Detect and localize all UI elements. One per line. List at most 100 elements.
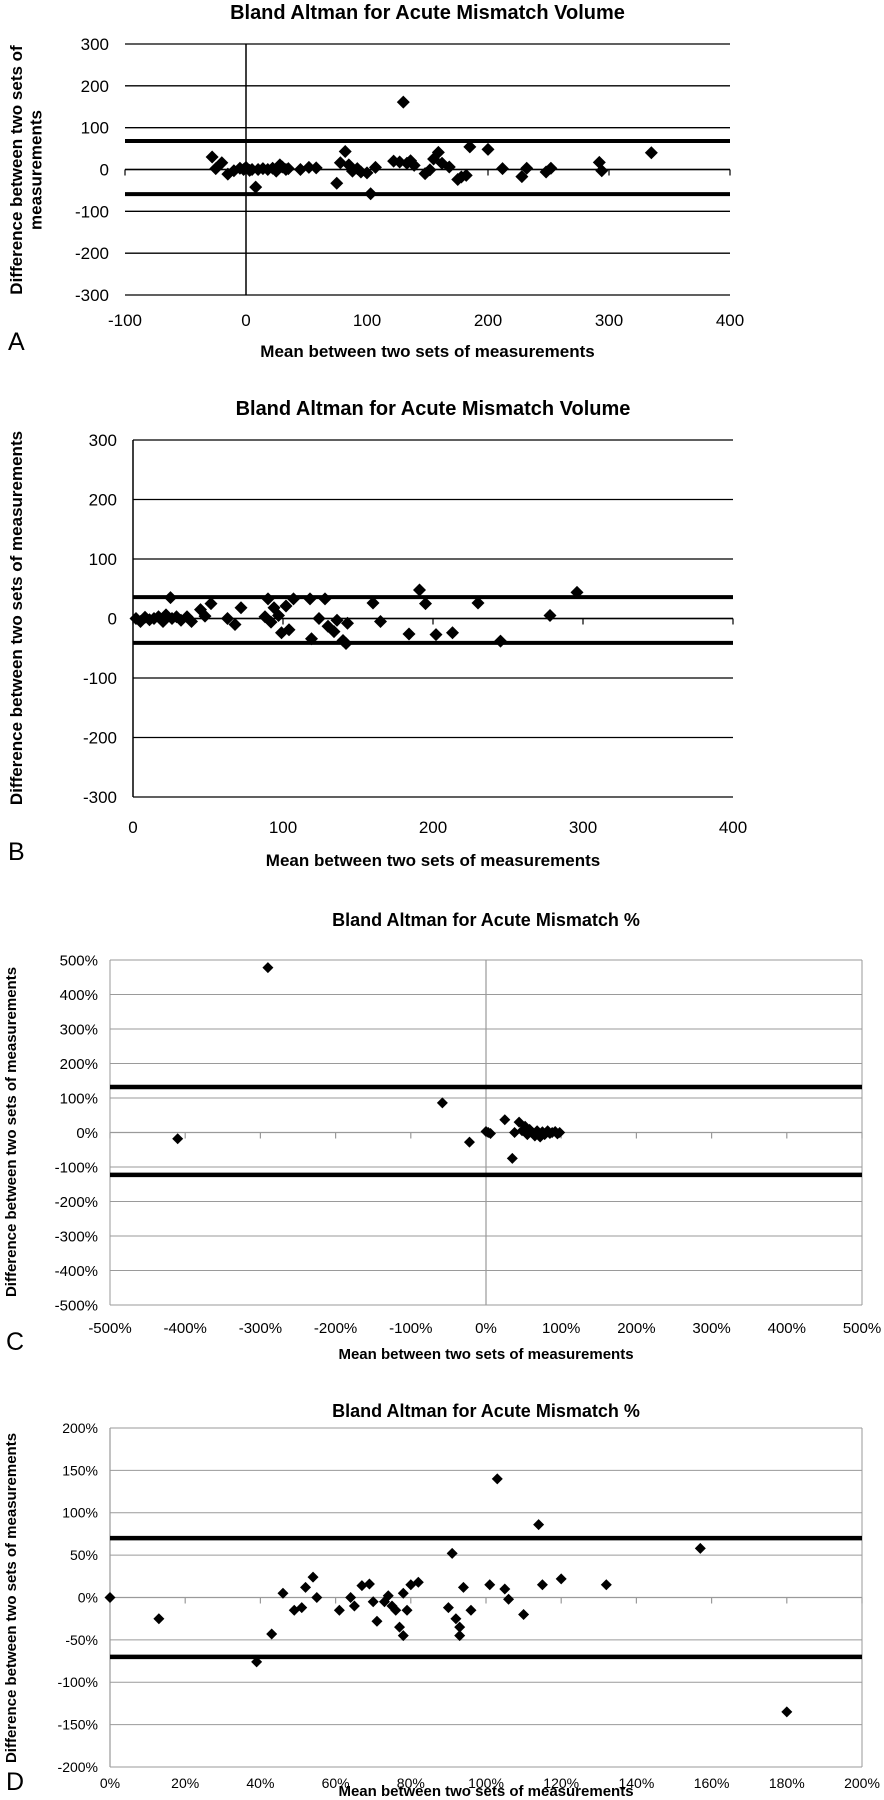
data-point bbox=[429, 628, 443, 642]
data-point bbox=[463, 140, 477, 154]
data-point bbox=[272, 609, 285, 623]
y-tick-label: -300 bbox=[75, 286, 109, 305]
data-point bbox=[454, 1630, 466, 1642]
data-point bbox=[446, 1547, 458, 1559]
y-tick-label: 150% bbox=[62, 1462, 98, 1478]
chart-title: Bland Altman for Acute Mismatch % bbox=[332, 1401, 640, 1421]
y-tick-label: -100 bbox=[83, 669, 117, 688]
y-tick-label: 300% bbox=[60, 1021, 98, 1038]
chart-panel-D: Bland Altman for Acute Mismatch % 200% 150… bbox=[3, 1401, 880, 1800]
data-point bbox=[465, 1604, 477, 1616]
data-point bbox=[554, 1127, 566, 1138]
x-tick-label: 300 bbox=[595, 311, 623, 330]
data-point bbox=[367, 1596, 379, 1608]
data-point bbox=[341, 616, 354, 630]
data-point bbox=[412, 1576, 424, 1588]
data-point bbox=[644, 146, 658, 160]
data-point bbox=[215, 156, 229, 170]
data-point bbox=[518, 1608, 530, 1620]
data-point bbox=[481, 142, 495, 156]
y-tick-label: 0 bbox=[108, 609, 117, 628]
data-point bbox=[555, 1573, 567, 1585]
y-axis-label: Difference between two sets ofmeasuremen… bbox=[7, 45, 46, 295]
data-point bbox=[356, 1580, 368, 1592]
data-point bbox=[600, 1579, 612, 1591]
data-point bbox=[302, 160, 316, 174]
x-tick-label: 100 bbox=[269, 818, 297, 837]
data-point bbox=[407, 158, 421, 172]
x-axis-label: Mean between two sets of measurements bbox=[338, 1346, 633, 1363]
data-point bbox=[491, 1473, 503, 1485]
y-tick-label: 500% bbox=[60, 952, 98, 969]
data-point bbox=[312, 612, 326, 625]
y-tick-label: -500% bbox=[55, 1297, 98, 1314]
data-point bbox=[484, 1579, 496, 1591]
y-tick-label: 300 bbox=[81, 35, 109, 54]
data-point bbox=[363, 1578, 375, 1590]
panel-label: B bbox=[8, 838, 25, 866]
data-point bbox=[595, 164, 609, 178]
data-point bbox=[307, 1571, 319, 1583]
x-tick-label: 200% bbox=[617, 1320, 655, 1337]
data-point bbox=[330, 613, 344, 627]
data-point bbox=[394, 1621, 406, 1633]
panel-label: D bbox=[6, 1768, 24, 1796]
data-point bbox=[413, 583, 426, 597]
data-point bbox=[198, 609, 212, 623]
y-tick-label: -200 bbox=[83, 728, 117, 747]
data-point bbox=[570, 585, 584, 599]
data-point bbox=[221, 612, 234, 625]
data-point bbox=[228, 617, 242, 631]
y-tick-label: 300 bbox=[89, 431, 117, 450]
data-point bbox=[296, 1602, 308, 1614]
data-point bbox=[397, 1630, 409, 1642]
chart-panel-B: Bland Altman for Acute Mismatch Volume 30… bbox=[7, 398, 747, 870]
y-tick-label: -200% bbox=[55, 1194, 98, 1211]
x-tick-label: 300% bbox=[692, 1320, 730, 1337]
data-point bbox=[442, 160, 456, 174]
data-point bbox=[345, 1592, 357, 1603]
x-tick-label: 400 bbox=[716, 311, 744, 330]
data-point bbox=[506, 1152, 518, 1164]
y-tick-label: 200 bbox=[89, 490, 117, 509]
data-point bbox=[104, 1592, 116, 1603]
x-tick-label: 400 bbox=[719, 818, 747, 837]
x-tick-label: 80% bbox=[397, 1775, 425, 1791]
panel-label: C bbox=[6, 1328, 24, 1356]
x-tick-label: 300 bbox=[569, 818, 597, 837]
data-point bbox=[463, 1136, 475, 1148]
y-tick-label: -300% bbox=[55, 1228, 98, 1245]
y-tick-label: 50% bbox=[70, 1547, 98, 1563]
data-point bbox=[450, 1613, 462, 1625]
y-tick-label: 200 bbox=[81, 77, 109, 96]
data-point bbox=[401, 1604, 413, 1616]
data-point bbox=[251, 1656, 263, 1668]
y-tick-label: 100 bbox=[81, 119, 109, 138]
y-axis-label: Difference between two sets of measureme… bbox=[3, 1433, 20, 1763]
y-tick-label: -50% bbox=[65, 1632, 98, 1648]
data-point bbox=[459, 168, 473, 182]
x-tick-label: 100% bbox=[468, 1775, 504, 1791]
data-point bbox=[419, 597, 432, 611]
data-point bbox=[396, 95, 410, 109]
data-point bbox=[234, 601, 248, 615]
x-tick-label: -200% bbox=[314, 1320, 357, 1337]
data-point bbox=[311, 1592, 323, 1603]
data-point bbox=[781, 1706, 793, 1718]
data-point bbox=[694, 1542, 706, 1554]
y-tick-label: -100% bbox=[58, 1674, 98, 1690]
y-tick-label: -200 bbox=[75, 244, 109, 263]
y-tick-label: -400% bbox=[55, 1263, 98, 1280]
data-point bbox=[153, 1613, 165, 1625]
y-tick-label: -300 bbox=[83, 788, 117, 807]
y-tick-label: 0 bbox=[100, 160, 109, 179]
chart-title: Bland Altman for Acute Mismatch % bbox=[332, 910, 640, 930]
data-point bbox=[402, 627, 416, 641]
x-tick-label: 200% bbox=[844, 1775, 880, 1791]
y-tick-label: -100 bbox=[75, 202, 109, 221]
x-tick-label: 40% bbox=[246, 1775, 274, 1791]
data-point bbox=[544, 161, 558, 175]
data-point bbox=[390, 1604, 402, 1616]
data-point bbox=[533, 1519, 545, 1531]
chart-panel-C: Bland Altman for Acute Mismatch % 500% 400… bbox=[3, 910, 881, 1363]
